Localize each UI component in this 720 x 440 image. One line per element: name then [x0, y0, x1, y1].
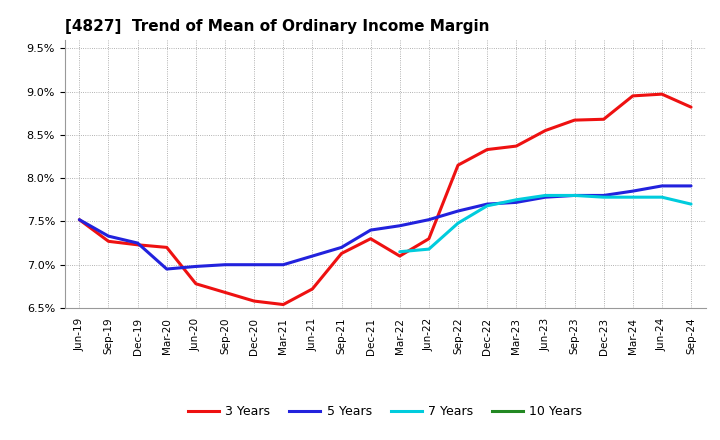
Text: [4827]  Trend of Mean of Ordinary Income Margin: [4827] Trend of Mean of Ordinary Income … [65, 19, 490, 34]
Legend: 3 Years, 5 Years, 7 Years, 10 Years: 3 Years, 5 Years, 7 Years, 10 Years [183, 400, 588, 423]
